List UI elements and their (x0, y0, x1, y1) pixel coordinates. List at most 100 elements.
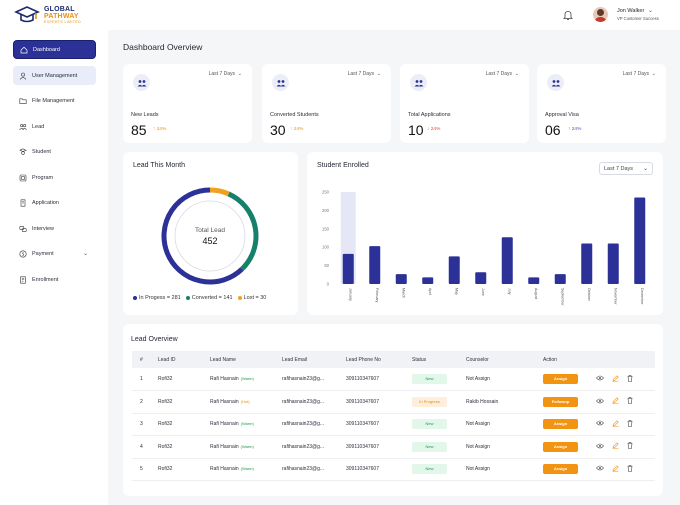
application-icon (20, 199, 26, 206)
cell-lead-name: Rafi Hasnain (Warm) (202, 435, 274, 459)
range-select[interactable]: Last 7 Days ⌄ (209, 71, 242, 77)
brand-logo[interactable]: GLOBAL PATHWAY EXPERTS LIMITED (14, 6, 81, 25)
donut-slice-lost (209, 187, 230, 197)
notification-bell-icon[interactable] (562, 9, 574, 21)
cell-status: New (404, 368, 458, 391)
sidebar-item-interview[interactable]: Interview (13, 219, 96, 238)
sidebar-item-payment[interactable]: $ Payment ⌄ (13, 244, 96, 263)
lead-temperature: (Warm) (240, 376, 254, 381)
range-label: Last 7 Days (622, 71, 650, 77)
sidebar-item-user-management[interactable]: User Management (13, 66, 96, 85)
assign-button[interactable]: Assign (543, 464, 578, 475)
legend-label: Lost = 30 (243, 295, 267, 301)
chevron-down-icon: ⌄ (651, 71, 656, 77)
table-row[interactable]: 2 Rofi32 Rafi Hasnain (Hot) rafihasnain23@g.… (132, 390, 655, 414)
sidebar-item-lead[interactable]: Lead (13, 117, 96, 136)
lead-temperature: (Warm) (240, 466, 254, 472)
delete-icon[interactable] (627, 397, 633, 406)
range-select[interactable]: Last 7 Days ⌄ (486, 71, 519, 77)
bar-december[interactable] (634, 197, 646, 284)
cell-lead-name: Rafi Hasnain (Warm) (202, 458, 274, 481)
chevron-down-icon[interactable]: ⌄ (648, 8, 654, 14)
sidebar-item-student[interactable]: Student (13, 142, 96, 161)
x-tick-label: May (454, 288, 458, 295)
stat-value: 06 (545, 122, 561, 138)
bar-september[interactable] (554, 274, 566, 284)
table-row[interactable]: 1 Rofi32 Rafi Hasnain (Warm) rafihasnain23@g… (132, 368, 655, 391)
delete-icon[interactable] (627, 442, 633, 451)
bar-june[interactable] (475, 272, 487, 284)
stat-value: 30 (270, 122, 286, 138)
stat-label: Total Applications (408, 112, 451, 118)
cell-counselor: Rakib Hossain (458, 390, 535, 414)
user-avatar[interactable] (593, 7, 608, 22)
chevron-down-icon: ⌄ (514, 71, 519, 77)
y-tick-label: 50 (324, 263, 329, 268)
legend-label: Converted = 141 (191, 295, 233, 301)
cell-lead-email: rafihasnain23@g... (274, 413, 338, 436)
range-select[interactable]: Last 7 Days ⌄ (348, 71, 381, 77)
bar-august[interactable] (528, 277, 540, 284)
cell-lead-email: rafihasnain23@g... (274, 368, 338, 391)
edit-icon[interactable] (612, 374, 619, 384)
table-row[interactable]: 3 Rofi32 Rafi Hasnain (Warm) rafihasnain23@g… (132, 413, 655, 436)
sidebar-item-program[interactable]: Program (13, 168, 96, 187)
stat-label: Approval Visa (545, 112, 579, 118)
assign-button[interactable]: Assign (543, 374, 578, 384)
sidebar-item-enrollment[interactable]: Enrollment (13, 270, 96, 289)
bar-july[interactable] (501, 237, 513, 284)
assign-button[interactable]: Assign (543, 441, 578, 452)
cell-counselor: Not Assign (458, 368, 535, 391)
stat-card-approval-visa: Last 7 Days ⌄ Approval Visa 06 ↑ 24% (537, 64, 666, 143)
donut-inner-ring (174, 200, 246, 272)
student-enrolled-card: Student Enrolled Last 7 Days ⌄ 0 50 100 150… (307, 152, 663, 315)
brand-line2: PATHWAY (44, 13, 79, 20)
bar-november[interactable] (607, 243, 619, 284)
cell-action: Assign (535, 458, 655, 481)
col-header: Action (535, 351, 655, 368)
cell-lead-name: Rafi Hasnain (Warm) (202, 368, 274, 391)
table-row[interactable]: 4 Rofi32 Rafi Hasnain (Warm) rafihasnain23@g… (132, 435, 655, 459)
edit-icon[interactable] (612, 397, 619, 406)
delete-icon[interactable] (627, 465, 633, 474)
table-row[interactable]: 5 Rofi32 Rafi Hasnain (Warm) rafihasnain23@g… (132, 458, 655, 481)
bar-april[interactable] (422, 277, 434, 284)
lead-temperature: (Hot) (240, 398, 250, 404)
lead-temperature: (Warm) (240, 443, 254, 449)
edit-icon[interactable] (612, 465, 619, 474)
assign-button[interactable]: Assign (543, 419, 578, 430)
dollar-icon: $ (19, 249, 27, 257)
assign-button[interactable]: Followup (543, 396, 578, 407)
y-tick-label: 100 (322, 245, 330, 250)
user-name[interactable]: Jon Walker (617, 8, 645, 14)
bar-march[interactable] (395, 274, 407, 284)
edit-icon[interactable] (612, 420, 619, 429)
edit-icon[interactable] (612, 442, 619, 451)
bar-may[interactable] (448, 256, 460, 284)
bar-october[interactable] (581, 243, 593, 284)
view-icon[interactable] (596, 443, 604, 451)
range-select[interactable]: Last 7 Days ⌄ (599, 162, 653, 175)
user-role: VP Customer Success (617, 16, 659, 21)
bar-january[interactable] (342, 253, 354, 284)
bar-february[interactable] (369, 246, 381, 284)
view-icon[interactable] (596, 465, 604, 473)
range-select[interactable]: Last 7 Days ⌄ (623, 71, 656, 77)
program-icon (19, 174, 27, 181)
range-label: Last 7 Days (347, 71, 375, 77)
view-icon[interactable] (596, 398, 604, 406)
stat-label: New Leads (131, 112, 159, 118)
delete-icon[interactable] (627, 374, 633, 384)
page-title: Dashboard Overview (123, 42, 203, 52)
sidebar-item-dashboard[interactable]: Dashboard (13, 40, 96, 59)
lead-temperature: (Warm) (240, 421, 254, 427)
view-icon[interactable] (596, 420, 604, 428)
stat-value: 85 (131, 122, 147, 138)
view-icon[interactable] (596, 375, 604, 383)
sidebar-item-file-management[interactable]: File Management (13, 91, 96, 110)
top-bar: GLOBAL PATHWAY EXPERTS LIMITED Jon Walke… (0, 0, 680, 30)
sidebar-item-label: Dashboard (33, 46, 60, 53)
sidebar-item-application[interactable]: Application (13, 193, 96, 212)
visa-icon (547, 74, 564, 91)
delete-icon[interactable] (627, 420, 633, 429)
